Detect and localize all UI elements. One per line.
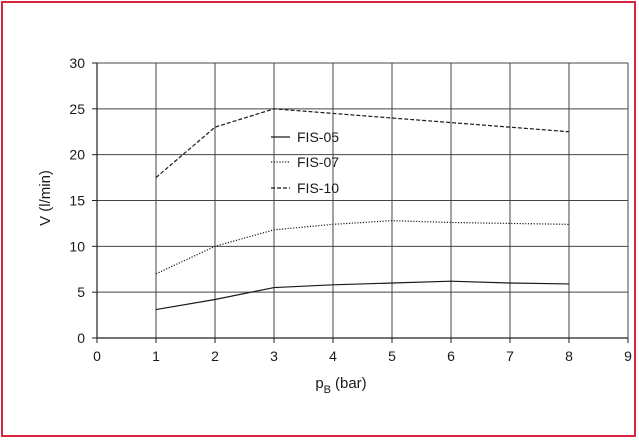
y-tick-label: 20 [69,147,85,163]
axes [92,62,629,343]
x-tick-label: 3 [270,348,278,364]
legend: FIS-05 FIS-07 FIS-10 [271,129,339,196]
y-tick-label: 5 [77,284,85,300]
x-tick-label: 8 [565,348,573,364]
x-tick-label: 0 [93,348,101,364]
y-tick-labels: 0 5 10 15 20 25 30 [69,55,85,346]
legend-label: FIS-10 [297,180,339,196]
x-tick-labels: 0 1 2 3 4 5 6 7 8 9 [93,348,632,364]
x-tick-label: 4 [329,348,337,364]
x-axis-label: pB (bar) [315,375,366,396]
y-tick-label: 30 [69,55,85,71]
y-axis-label: V (l/min) [37,170,54,226]
grid-lines [97,62,629,338]
x-tick-label: 7 [506,348,514,364]
series-line-fis-10 [155,108,570,179]
y-tick-label: 25 [69,101,85,117]
legend-label: FIS-05 [297,129,339,145]
x-tick-label: 6 [447,348,455,364]
series-lines [155,108,570,311]
legend-label: FIS-07 [297,154,339,170]
y-tick-label: 0 [77,330,85,346]
series-line-fis-05 [155,280,570,311]
x-tick-label: 2 [211,348,219,364]
x-tick-label: 1 [152,348,160,364]
y-tick-label: 15 [69,193,85,209]
x-tick-label: 5 [388,348,396,364]
series-line-fis-07 [155,220,570,275]
y-tick-label: 10 [69,238,85,254]
x-tick-label: 9 [624,348,632,364]
